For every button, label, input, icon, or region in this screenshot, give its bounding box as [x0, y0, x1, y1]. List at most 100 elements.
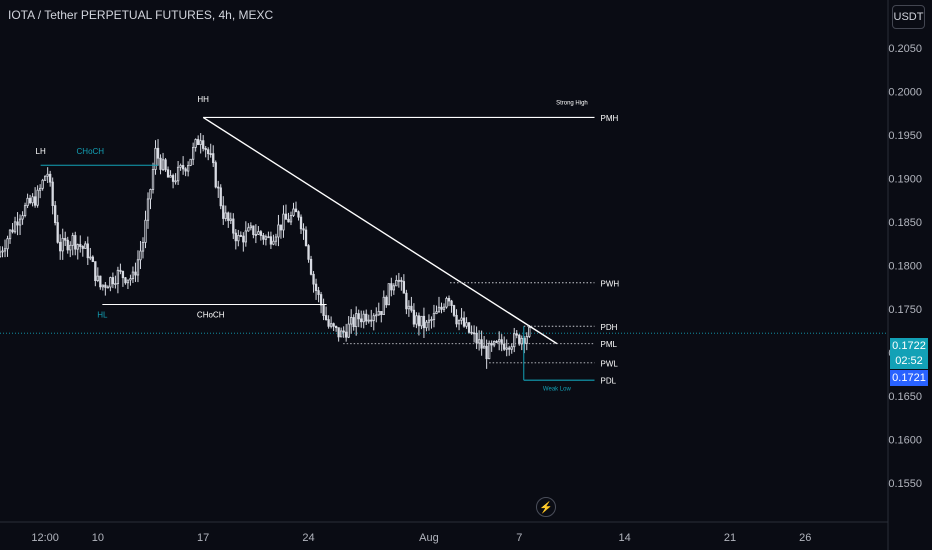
annotation-weak-low: Weak Low	[543, 387, 572, 393]
candle-body	[510, 346, 513, 350]
candle-body	[71, 235, 74, 246]
candle-body	[109, 277, 112, 288]
x-tick-label: 24	[302, 532, 314, 544]
candle-body	[41, 179, 44, 189]
candle-body	[392, 285, 395, 291]
y-tick-label: 0.1750	[888, 304, 922, 316]
level-label-pdl: PDL	[601, 377, 617, 386]
candle-body	[16, 221, 19, 226]
y-tick-label: 0.1600	[888, 434, 922, 446]
candle-body	[222, 205, 225, 219]
candle-body	[345, 331, 348, 338]
lightning-icon[interactable]: ⚡	[536, 497, 556, 517]
candle-body	[485, 345, 488, 360]
candle-body	[327, 319, 330, 327]
candle-body	[96, 275, 99, 281]
candle-body	[247, 227, 250, 232]
candle-body	[347, 323, 350, 338]
candle-body	[520, 337, 523, 345]
y-tick-label: 0.1850	[888, 217, 922, 229]
candle-body	[370, 319, 373, 322]
candle-body	[264, 236, 268, 240]
candle-body	[410, 305, 413, 311]
y-tick-label: 0.1900	[888, 173, 922, 185]
candle-body	[487, 342, 491, 360]
candle-body	[297, 211, 300, 218]
candle-body	[184, 168, 187, 172]
candle-body	[442, 306, 446, 310]
candle-body	[84, 243, 87, 249]
candle-body	[114, 283, 117, 285]
candle-body	[249, 225, 252, 229]
candle-body	[339, 330, 343, 338]
candle-body	[525, 336, 528, 344]
candle-body	[385, 296, 388, 306]
candle-body	[3, 248, 7, 252]
candle-body	[355, 313, 358, 328]
candle-body	[64, 237, 67, 241]
candle-body	[202, 140, 205, 149]
candle-body	[400, 279, 403, 282]
candle-body	[61, 237, 64, 252]
candle-body	[412, 309, 416, 325]
candle-body	[179, 165, 182, 168]
candle-body	[395, 280, 398, 287]
candle-body	[274, 236, 278, 242]
candle-body	[161, 159, 165, 170]
candle-body	[254, 233, 258, 236]
candle-body	[46, 173, 49, 177]
candle-body	[277, 224, 280, 238]
candle-body	[262, 235, 265, 240]
y-tick-label: 0.1550	[888, 478, 922, 490]
level-label-pmh: PMH	[601, 114, 619, 123]
trendline	[202, 116, 558, 345]
candle-body	[219, 187, 222, 207]
candle-body	[91, 256, 94, 263]
y-tick-label: 0.1950	[888, 130, 922, 142]
candle-body	[272, 240, 275, 245]
candle-body	[33, 196, 37, 206]
candle-body	[59, 241, 62, 252]
candle-body	[159, 157, 162, 170]
candle-body	[322, 304, 325, 316]
candle-body	[470, 331, 473, 334]
annotation-hl: HL	[97, 311, 108, 320]
candle-body	[244, 230, 247, 243]
candle-body	[26, 197, 29, 207]
candle-body	[0, 251, 2, 258]
x-tick-label: 7	[516, 532, 522, 544]
candle-body	[38, 187, 42, 191]
candle-body	[104, 284, 107, 288]
candle-body	[267, 236, 270, 239]
candle-body	[56, 222, 59, 243]
candle-body	[11, 229, 14, 233]
candle-body	[352, 317, 355, 328]
candle-body	[121, 270, 125, 279]
candle-body	[390, 283, 393, 291]
candle-body	[51, 181, 54, 207]
candle-body	[214, 162, 217, 188]
candle-body	[44, 175, 47, 181]
candle-body	[129, 278, 132, 281]
candle-body	[6, 238, 9, 250]
candle-body	[503, 343, 506, 350]
candle-body	[405, 292, 408, 310]
annotation-choch: CHoCH	[197, 311, 225, 320]
candle-body	[156, 147, 160, 159]
candle-body	[515, 333, 518, 336]
candle-body	[259, 231, 263, 236]
candle-body	[417, 315, 421, 327]
candle-body	[209, 153, 212, 156]
x-tick-label: 21	[724, 532, 736, 544]
candle-body	[69, 244, 72, 251]
candle-body	[482, 345, 486, 349]
candle-body	[13, 221, 17, 233]
candle-body	[101, 284, 105, 288]
candle-body	[269, 236, 273, 245]
last-price-tag: 0.1722	[890, 338, 928, 355]
candle-body	[498, 339, 501, 343]
candle-body	[257, 231, 260, 235]
candle-body	[124, 277, 127, 284]
currency-button[interactable]: USDT	[892, 5, 925, 29]
